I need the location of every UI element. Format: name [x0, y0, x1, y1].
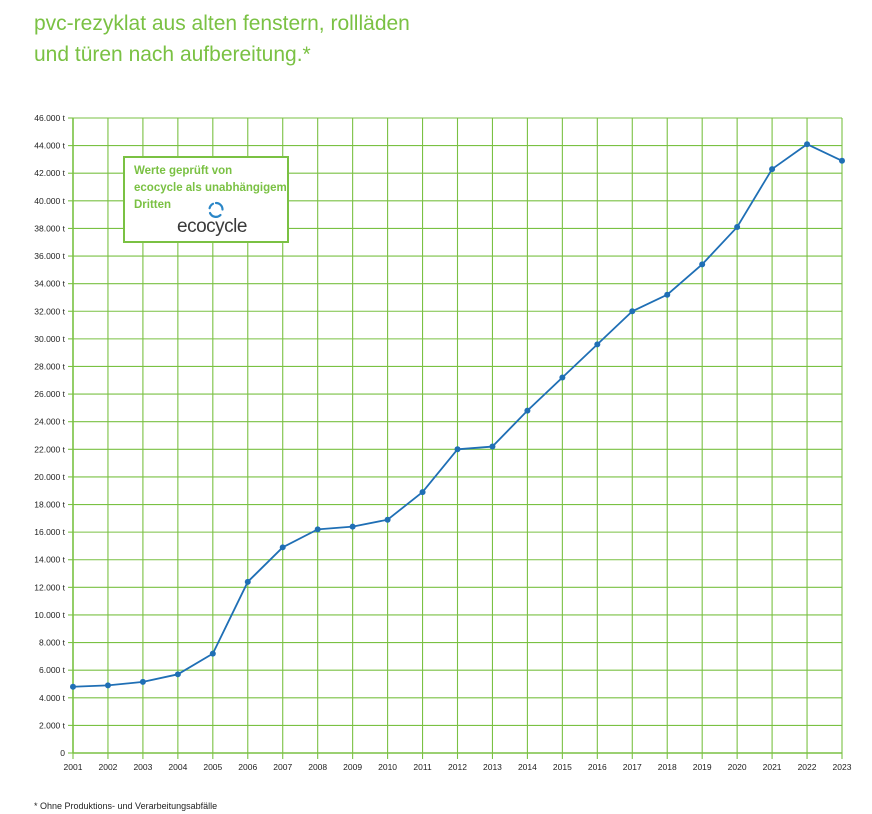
data-point [524, 407, 531, 414]
x-tick-label: 2015 [553, 762, 572, 772]
y-axis-tick-labels: 0 2.000 t 4.000 t 6.000 t 8.000 t 10.000 t 12.… [34, 113, 65, 758]
data-point [769, 166, 776, 173]
data-point [174, 671, 181, 678]
ecocycle-recycle-icon [208, 201, 224, 218]
data-point [104, 682, 111, 689]
ecocycle-logo-text: ecocycle [177, 216, 247, 237]
y-tick-label: 42.000 t [34, 168, 65, 178]
x-tick-label: 2004 [168, 762, 187, 772]
x-tick-label: 2005 [203, 762, 222, 772]
data-point [454, 446, 461, 453]
y-tick-label: 24.000 t [34, 417, 65, 427]
data-point [384, 516, 391, 523]
certificate-line-2: ecocycle als unabhängigem [134, 182, 287, 194]
y-tick-label: 14.000 t [34, 555, 65, 565]
data-point [70, 683, 76, 690]
x-tick-label: 2007 [273, 762, 292, 772]
x-tick-label: 2016 [588, 762, 607, 772]
data-point [314, 526, 321, 533]
x-axis-tick-labels: 2001 2002 2003 2004 2005 2006 2007 2008 2009 2010… [64, 762, 852, 772]
x-tick-label: 2013 [483, 762, 502, 772]
y-tick-label: 16.000 t [34, 527, 65, 537]
data-point [489, 443, 496, 450]
x-tick-label: 2001 [64, 762, 83, 772]
y-tick-label: 2.000 t [39, 720, 66, 730]
y-tick-label: 20.000 t [34, 472, 65, 482]
certificate-line-1: Werte geprüft von [134, 165, 233, 177]
y-tick-label: 36.000 t [34, 251, 65, 261]
title-line-1: pvc-rezyklat aus alten fenstern, rollläd… [34, 12, 410, 35]
x-tick-label: 2009 [343, 762, 362, 772]
data-point [734, 224, 741, 231]
data-point [349, 523, 356, 530]
y-tick-label: 0 [60, 748, 65, 758]
y-tick-label: 40.000 t [34, 196, 65, 206]
x-tick-label: 2011 [413, 762, 432, 772]
data-point [244, 578, 251, 585]
data-point [804, 141, 811, 148]
x-tick-label: 2008 [308, 762, 327, 772]
x-tick-label: 2014 [518, 762, 537, 772]
y-tick-label: 28.000 t [34, 361, 65, 371]
footnote: * Ohne Produktions- und Verarbeitungsabf… [34, 801, 218, 811]
data-point [139, 678, 146, 685]
y-tick-label: 44.000 t [34, 141, 65, 151]
x-tick-label: 2019 [693, 762, 712, 772]
x-tick-label: 2022 [798, 762, 817, 772]
y-tick-label: 6.000 t [39, 665, 66, 675]
y-tick-label: 30.000 t [34, 334, 65, 344]
page-title: pvc-rezyklat aus alten fenstern, rollläd… [34, 8, 594, 70]
data-point [839, 157, 845, 164]
x-tick-label: 2006 [238, 762, 257, 772]
x-tick-label: 2003 [133, 762, 152, 772]
x-tick-label: 2020 [728, 762, 747, 772]
ecocycle-certificate-box: Werte geprüft von ecocycle als unabhängi… [123, 156, 289, 243]
data-point [629, 308, 636, 315]
y-tick-label: 32.000 t [34, 306, 65, 316]
y-tick-label: 4.000 t [39, 693, 66, 703]
data-point [559, 374, 566, 381]
y-tick-label: 26.000 t [34, 389, 65, 399]
certificate-text: Werte geprüft von ecocycle als unabhängi… [134, 163, 287, 214]
y-tick-label: 12.000 t [34, 582, 65, 592]
data-point [664, 291, 671, 298]
data-point [279, 544, 286, 551]
title-line-2: und türen nach aufbereitung.* [34, 43, 311, 66]
y-tick-label: 38.000 t [34, 223, 65, 233]
certificate-line-3: Dritten [134, 199, 172, 211]
x-tick-label: 2018 [658, 762, 677, 772]
x-tick-label: 2012 [448, 762, 467, 772]
data-series [70, 141, 845, 690]
y-tick-label: 34.000 t [34, 279, 65, 289]
data-point [594, 341, 601, 348]
y-tick-label: 8.000 t [39, 638, 66, 648]
x-tick-label: 2021 [763, 762, 782, 772]
chart-axes [68, 117, 843, 759]
y-tick-label: 18.000 t [34, 500, 65, 510]
y-tick-label: 22.000 t [34, 444, 65, 454]
data-point [209, 650, 216, 657]
data-point [419, 489, 426, 496]
x-tick-label: 2017 [623, 762, 642, 772]
data-point [699, 261, 706, 268]
x-tick-label: 2023 [833, 762, 852, 772]
x-tick-label: 2002 [98, 762, 117, 772]
y-tick-label: 46.000 t [34, 113, 65, 123]
x-tick-label: 2010 [378, 762, 397, 772]
y-tick-label: 10.000 t [34, 610, 65, 620]
